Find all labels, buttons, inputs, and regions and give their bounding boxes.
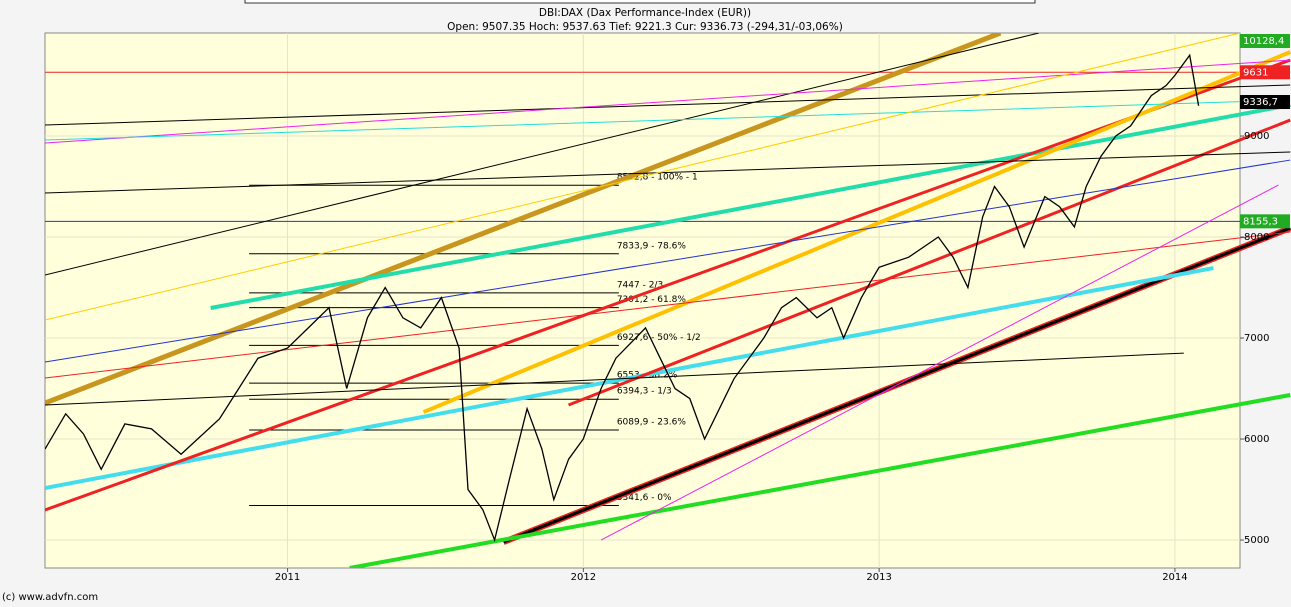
trend-line (45, 59, 1291, 144)
price-box (1240, 34, 1290, 48)
price-box (1240, 95, 1290, 110)
chart-title: DBI:DAX (Dax Performance-Index (EUR)) (539, 7, 751, 19)
y-tick-label: 5000 (1244, 535, 1269, 546)
source: (c) www.advfn.com (2, 592, 98, 603)
trend-line (45, 151, 1291, 194)
price-box-label: 9631 (1243, 67, 1268, 78)
trend-line (349, 393, 1291, 568)
trend-line (210, 103, 1291, 310)
trend-line (45, 58, 1291, 512)
trend-line (45, 159, 1291, 363)
x-tick-label: 2013 (866, 572, 891, 583)
price-box-label: 9336,7 (1243, 97, 1278, 108)
fib-label: 5341,6 - 0% (617, 493, 672, 503)
trend-line (45, 33, 1039, 276)
y-tick-label: 6000 (1244, 434, 1269, 445)
price-box-label: 8155,3 (1243, 216, 1278, 227)
trend-line (45, 352, 1184, 406)
fib-label: 6089,9 - 23.6% (617, 417, 686, 427)
fib-label: 7301,2 - 61.8% (617, 295, 686, 305)
trend-line (568, 118, 1291, 407)
plot-layer: 8512,8 - 100% - 1 7833,9 - 78.6% 7447 - 2/… (45, 33, 1291, 568)
price-box (1240, 214, 1290, 229)
trend-line (422, 50, 1291, 414)
y-tick-label: 7000 (1244, 333, 1269, 344)
y-tick-label: 9000 (1244, 131, 1269, 142)
top-box (244, 0, 1036, 4)
price-line (45, 53, 1200, 543)
y-tick-label: 8000 (1244, 232, 1269, 243)
fib-label: 8512,8 - 100% - 1 (617, 173, 698, 183)
fib-label: 6394,3 - 1/3 (617, 387, 672, 397)
fib-label: 7833,9 - 78.6% (617, 241, 686, 251)
price-box-label: 10128,4 (1243, 36, 1284, 47)
x-tick-label: 2012 (571, 572, 596, 583)
x-tick-label: 2014 (1162, 572, 1187, 583)
price-box (1240, 65, 1290, 80)
trend-line (45, 84, 1291, 126)
trend-line (45, 99, 1291, 141)
chart-subtitle: Open: 9507.35 Hoch: 9537.63 Tief: 9221.3… (447, 21, 843, 33)
x-tick-label: 2011 (275, 572, 300, 583)
fib-label: 7447 - 2/3 (617, 280, 663, 290)
fib-label: 6927,6 - 50% - 1/2 (617, 333, 701, 343)
trend-line (45, 33, 1002, 406)
trend-line (600, 184, 1279, 541)
trend-line (45, 231, 1291, 379)
trend-line (45, 33, 1241, 321)
